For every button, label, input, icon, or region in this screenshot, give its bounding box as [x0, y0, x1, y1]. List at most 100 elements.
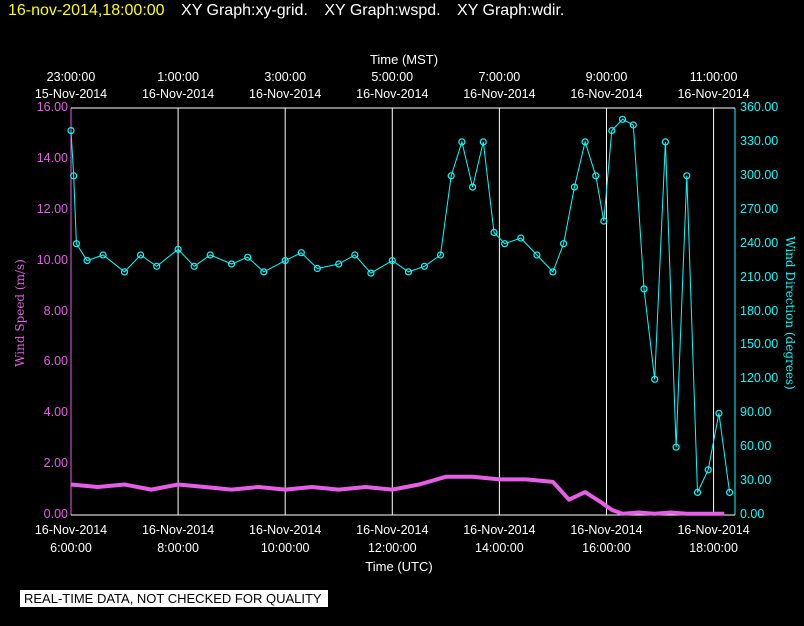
- bottom-tick-date: 16-Nov-2014: [570, 523, 643, 537]
- top-tick-time: 23:00:00: [46, 70, 96, 84]
- wind-direction-point: [83, 257, 91, 265]
- graph-name-wspd: XY Graph:wspd.: [324, 2, 441, 19]
- wind-direction-point: [501, 240, 509, 248]
- wind-direction-point: [281, 257, 289, 265]
- wind-direction-point: [420, 262, 428, 270]
- wind-direction-point: [404, 268, 412, 276]
- right-tick-label: 210.00: [740, 269, 779, 284]
- wind-direction-point: [120, 268, 129, 276]
- chart-header: 16-nov-2014,18:00:00 XY Graph:xy-grid. X…: [8, 2, 564, 20]
- bottom-tick-time: 8:00:00: [157, 541, 199, 555]
- wind-direction-point: [608, 127, 616, 135]
- right-tick-label: 90.00: [740, 405, 772, 420]
- wind-direction-point: [388, 257, 396, 265]
- bottom-tick-time: 16:00:00: [582, 541, 631, 555]
- top-tick-date: 16-Nov-2014: [677, 87, 750, 101]
- wind-direction-point: [640, 285, 648, 293]
- bottom-tick-date: 16-Nov-2014: [141, 523, 215, 537]
- right-tick-label: 60.00: [740, 439, 772, 454]
- wind-direction-point: [351, 251, 359, 259]
- left-tick-label: 10.00: [36, 252, 68, 267]
- wind-direction-point: [458, 138, 466, 146]
- wind-direction-point: [559, 240, 568, 248]
- bottom-tick-date: 16-Nov-2014: [34, 523, 108, 537]
- wind-direction-point: [447, 172, 455, 180]
- wind-direction-point: [99, 251, 107, 259]
- bottom-tick-date: 16-Nov-2014: [356, 523, 429, 537]
- bottom-tick-time: 6:00:00: [50, 541, 92, 555]
- top-tick-date: 16-Nov-2014: [141, 87, 215, 101]
- wind-direction-point: [600, 217, 608, 225]
- right-tick-label: 330.00: [740, 133, 779, 148]
- quality-banner: REAL-TIME DATA, NOT CHECKED FOR QUALITY: [20, 590, 328, 607]
- bottom-tick-time: 18:00:00: [689, 541, 738, 555]
- wind-direction-point: [436, 251, 445, 259]
- left-tick-label: 12.00: [36, 201, 68, 216]
- wind-direction-point: [479, 138, 487, 146]
- right-tick-label: 270.00: [740, 201, 779, 216]
- graph-name-grid: XY Graph:xy-grid.: [181, 2, 308, 19]
- wind-direction-point: [297, 249, 305, 257]
- top-tick-time: 5:00:00: [371, 70, 414, 84]
- right-tick-label: 240.00: [740, 235, 779, 250]
- wind-direction-point: [335, 260, 343, 268]
- right-tick-label: 150.00: [740, 337, 779, 352]
- bottom-tick-time: 12:00:00: [367, 541, 417, 555]
- top-axis-title: Time (MST): [369, 52, 439, 67]
- top-tick-time: 1:00:00: [157, 70, 199, 84]
- wind-direction-point: [313, 264, 321, 273]
- left-tick-label: 6.00: [43, 354, 68, 369]
- bottom-axis-title: Time (UTC): [365, 559, 433, 574]
- top-tick-date: 16-Nov-2014: [249, 87, 322, 101]
- wind-direction-point: [592, 172, 600, 180]
- left-tick-label: 0.00: [43, 507, 68, 521]
- wind-direction-point: [70, 172, 78, 180]
- wind-direction-point: [629, 121, 637, 129]
- wind-direction-point: [517, 234, 525, 242]
- right-tick-label: 120.00: [740, 371, 779, 386]
- wind-direction-point: [174, 245, 182, 253]
- wind-direction-point: [228, 260, 236, 268]
- right-tick-label: 180.00: [740, 303, 779, 318]
- bottom-tick-time: 10:00:00: [260, 541, 310, 555]
- wind-direction-point: [651, 375, 659, 383]
- right-tick-label: 300.00: [740, 167, 779, 182]
- wind-direction-point: [67, 127, 75, 135]
- wind-direction-point: [260, 268, 268, 276]
- wind-direction-point: [570, 183, 579, 191]
- wind-direction-point: [137, 251, 145, 259]
- graph-name-wdir: XY Graph:wdir.: [457, 2, 565, 19]
- bottom-tick-date: 16-Nov-2014: [677, 523, 750, 537]
- left-tick-label: 8.00: [43, 303, 68, 318]
- left-tick-label: 2.00: [43, 456, 68, 471]
- wind-direction-point: [618, 115, 627, 123]
- wind-direction-point: [490, 228, 498, 236]
- wind-speed-series: [70, 474, 725, 516]
- wind-direction-point: [661, 138, 670, 146]
- top-tick-time: 11:00:00: [689, 70, 738, 84]
- wind-direction-point: [725, 488, 734, 496]
- wind-direction-point: [549, 268, 557, 276]
- wind-direction-point: [367, 269, 375, 277]
- timestamp: 16-nov-2014,18:00:00: [8, 2, 165, 19]
- left-tick-label: 16.00: [36, 100, 68, 114]
- left-tick-label: 4.00: [43, 405, 68, 420]
- wind-direction-point: [72, 240, 81, 248]
- left-tick-label: 14.00: [36, 150, 68, 165]
- wind-direction-point: [244, 253, 252, 261]
- right-tick-label: 0.00: [740, 507, 765, 521]
- wind-direction-point: [693, 488, 702, 496]
- wind-direction-point: [683, 172, 691, 180]
- top-tick-date: 15-Nov-2014: [34, 87, 108, 101]
- top-tick-time: 9:00:00: [585, 70, 628, 84]
- bottom-tick-time: 14:00:00: [475, 541, 524, 555]
- wind-direction-point: [704, 466, 712, 474]
- wind-direction-point: [533, 251, 541, 259]
- top-tick-time: 7:00:00: [478, 70, 521, 84]
- wind-direction-point: [206, 251, 214, 259]
- wind-direction-point: [715, 409, 723, 417]
- right-tick-label: 30.00: [740, 473, 772, 488]
- top-tick-date: 16-Nov-2014: [463, 87, 536, 101]
- bottom-tick-date: 16-Nov-2014: [249, 523, 322, 537]
- wind-direction-point: [469, 183, 477, 191]
